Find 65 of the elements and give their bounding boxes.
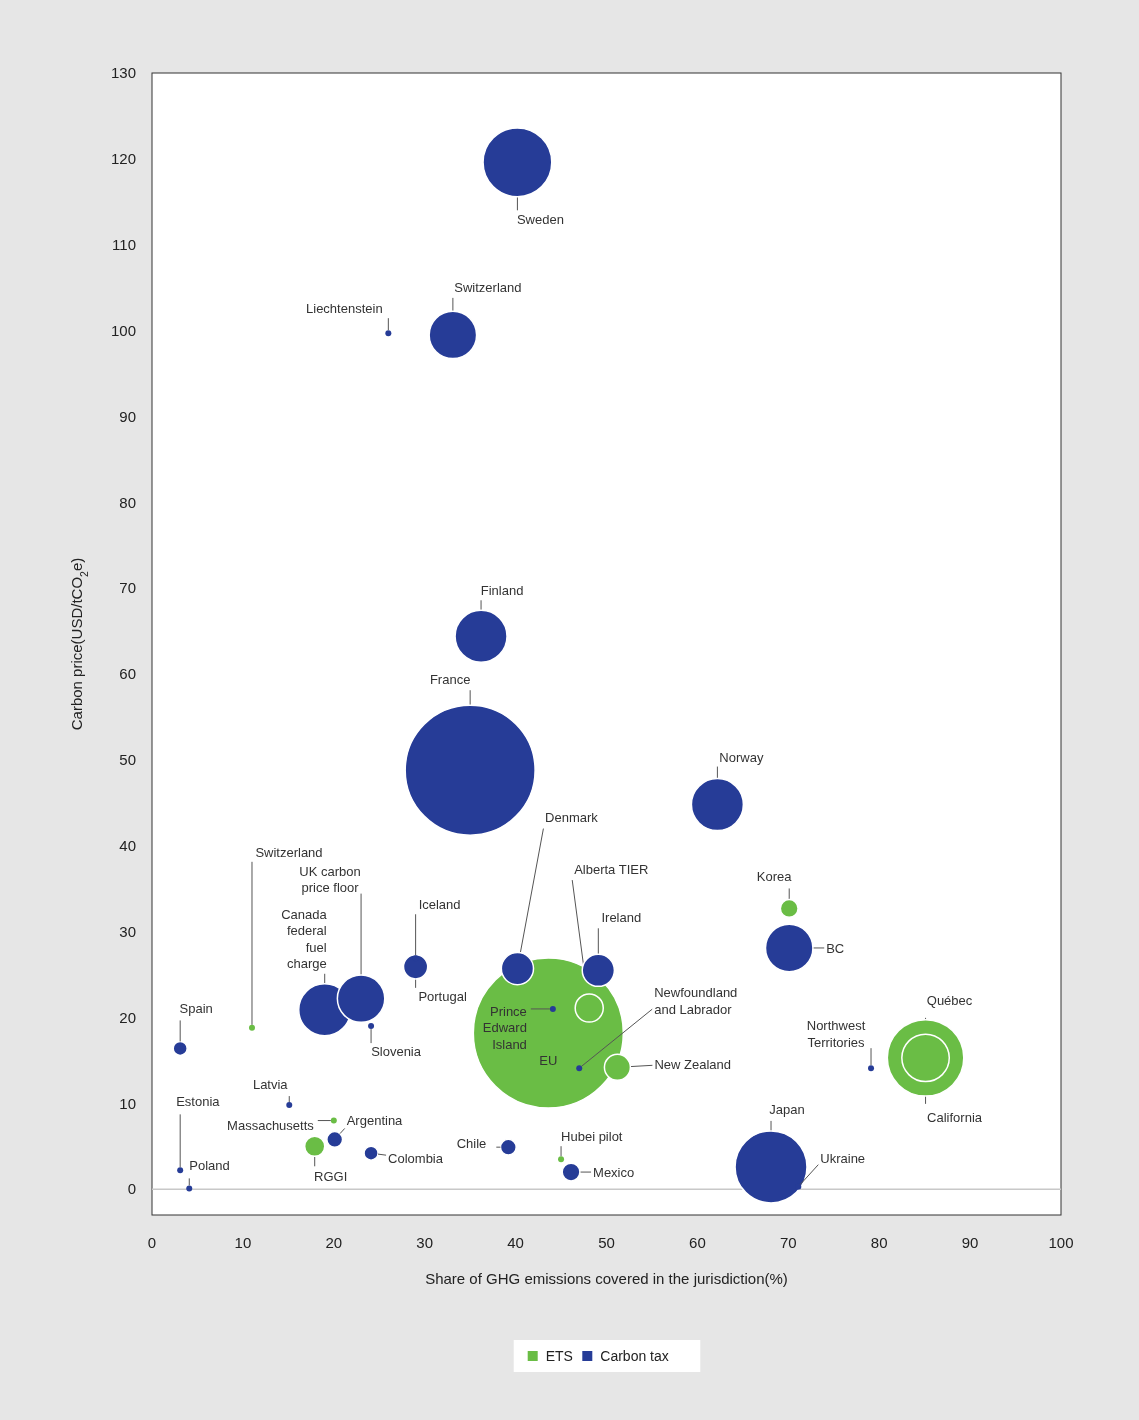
y-tick-label: 130 — [110, 64, 136, 82]
annotation: Québec — [926, 992, 973, 1008]
annotation: Latvia — [252, 1077, 289, 1093]
annotation: Switzerland — [454, 279, 522, 295]
y-tick-label: 90 — [119, 407, 136, 425]
x-tick-label: 0 — [147, 1234, 157, 1251]
annotation: Sweden — [516, 212, 564, 228]
legend-label: ETS — [545, 1348, 573, 1364]
annotation: California — [927, 1109, 983, 1125]
x-tick-label: 40 — [507, 1234, 524, 1251]
annotation: Denmark — [545, 809, 599, 825]
annotation: Portugal — [418, 988, 467, 1004]
x-tick-label: 10 — [234, 1234, 252, 1251]
annotation: Spain — [179, 1001, 213, 1017]
x-tick-label: 20 — [325, 1234, 343, 1251]
x-tick-label: 80 — [870, 1234, 888, 1251]
annotation: Ukraine — [820, 1150, 866, 1166]
annotation: Argentina — [346, 1113, 404, 1129]
annotation: Ireland — [601, 910, 642, 926]
annotation: Slovenia — [371, 1044, 422, 1060]
annotation: Korea — [756, 869, 793, 885]
y-tick-label: 30 — [119, 922, 136, 940]
annotation: Norway — [719, 749, 764, 765]
x-tick-label: 100 — [1048, 1234, 1074, 1251]
annotation: Japan — [769, 1101, 805, 1117]
y-tick-label: 70 — [119, 579, 136, 597]
annotation: Iceland — [418, 897, 461, 913]
annotation: Massachusetts — [227, 1117, 315, 1133]
annotation: Canada federal fuel charge — [281, 906, 328, 972]
y-tick-label: 20 — [119, 1008, 136, 1026]
legend-label: Carbon tax — [600, 1348, 669, 1364]
x-tick-label: 50 — [598, 1234, 615, 1251]
y-tick-label: 60 — [119, 665, 136, 683]
x-axis-title: Share of GHG emissions covered in the jurisdiction(%) — [425, 1270, 788, 1287]
annotation: Newfoundland and Labrador — [654, 985, 738, 1017]
annotation: Estonia — [176, 1094, 221, 1110]
annotation: Alberta TIER — [574, 862, 649, 878]
y-tick-label: 80 — [119, 493, 136, 511]
annotation: Chile — [456, 1136, 487, 1152]
annotation: RGGI — [314, 1169, 348, 1185]
y-tick-label: 100 — [110, 321, 136, 339]
annotation: New Zealand — [654, 1057, 732, 1073]
x-tick-label: 70 — [779, 1234, 797, 1251]
x-tick-label: 60 — [689, 1234, 706, 1251]
annotation: Switzerland — [255, 844, 323, 860]
annotation: Northwest Territories — [806, 1018, 866, 1050]
annotation: UK carbon price floor — [299, 863, 361, 896]
x-tick-label: 30 — [416, 1234, 434, 1251]
annotation: BC — [826, 940, 845, 956]
annotation: EU — [539, 1052, 558, 1068]
y-tick-label: 120 — [110, 150, 136, 168]
annotation: Hubei pilot — [561, 1129, 623, 1145]
annotation: Mexico — [593, 1165, 635, 1181]
y-tick-label: 50 — [119, 751, 136, 769]
y-tick-label: 10 — [119, 1094, 136, 1112]
annotation: Colombia — [388, 1151, 444, 1167]
annotation: Prince Edward Island — [482, 1003, 527, 1052]
y-tick-label: 40 — [119, 837, 136, 855]
annotation: Poland — [189, 1158, 230, 1174]
annotation: Liechtenstein — [306, 301, 383, 317]
annotation: France — [429, 672, 471, 688]
y-tick-label: 110 — [112, 235, 136, 253]
x-tick-label: 90 — [961, 1234, 979, 1251]
annotation: Finland — [480, 583, 524, 599]
y-tick-label: 0 — [127, 1180, 136, 1198]
